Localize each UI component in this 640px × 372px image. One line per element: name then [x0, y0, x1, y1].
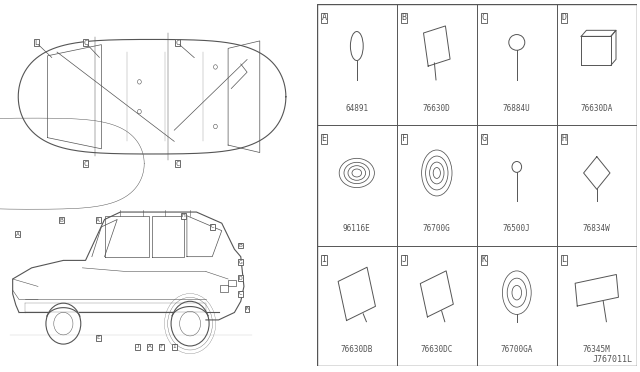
Text: C: C: [175, 40, 180, 46]
Text: G: G: [482, 134, 486, 143]
Text: C: C: [83, 161, 88, 167]
Text: 76700GA: 76700GA: [500, 345, 533, 354]
Text: 76345M: 76345M: [583, 345, 611, 354]
Text: A: A: [97, 218, 100, 223]
Text: J: J: [136, 344, 140, 349]
Text: E: E: [322, 134, 326, 143]
Text: F: F: [160, 344, 163, 349]
Text: I: I: [172, 344, 176, 349]
Text: D: D: [562, 13, 566, 22]
Text: J767011L: J767011L: [593, 355, 633, 364]
Text: D: D: [239, 276, 243, 281]
Text: 76630D: 76630D: [423, 103, 451, 112]
Text: J: J: [402, 255, 406, 264]
Text: A: A: [15, 232, 19, 237]
Text: H: H: [182, 213, 186, 218]
Bar: [220, 285, 228, 292]
Text: E: E: [97, 335, 100, 340]
Text: L: L: [35, 40, 38, 46]
Text: 96116E: 96116E: [343, 224, 371, 234]
Text: 76630DC: 76630DC: [420, 345, 453, 354]
Text: 76834W: 76834W: [583, 224, 611, 234]
Text: C: C: [482, 13, 486, 22]
Text: I: I: [322, 255, 326, 264]
Text: G: G: [239, 260, 243, 265]
Text: B: B: [239, 243, 243, 248]
Text: 76630DA: 76630DA: [580, 103, 613, 112]
Text: B: B: [60, 218, 63, 223]
Text: L: L: [562, 255, 566, 264]
Text: H: H: [562, 134, 566, 143]
Text: F: F: [402, 134, 406, 143]
Text: 76884U: 76884U: [503, 103, 531, 112]
Text: B: B: [402, 13, 406, 22]
Text: K: K: [482, 255, 486, 264]
Text: 64891: 64891: [345, 103, 369, 112]
Text: C: C: [239, 291, 243, 296]
Text: 76700G: 76700G: [423, 224, 451, 234]
Text: C: C: [175, 161, 180, 167]
Text: A: A: [322, 13, 326, 22]
Bar: [228, 280, 236, 286]
Text: 76500J: 76500J: [503, 224, 531, 234]
Text: 76630DB: 76630DB: [340, 345, 373, 354]
Text: A: A: [148, 344, 152, 349]
Text: C: C: [211, 224, 214, 230]
Text: C: C: [83, 40, 88, 46]
Text: K: K: [245, 306, 249, 311]
